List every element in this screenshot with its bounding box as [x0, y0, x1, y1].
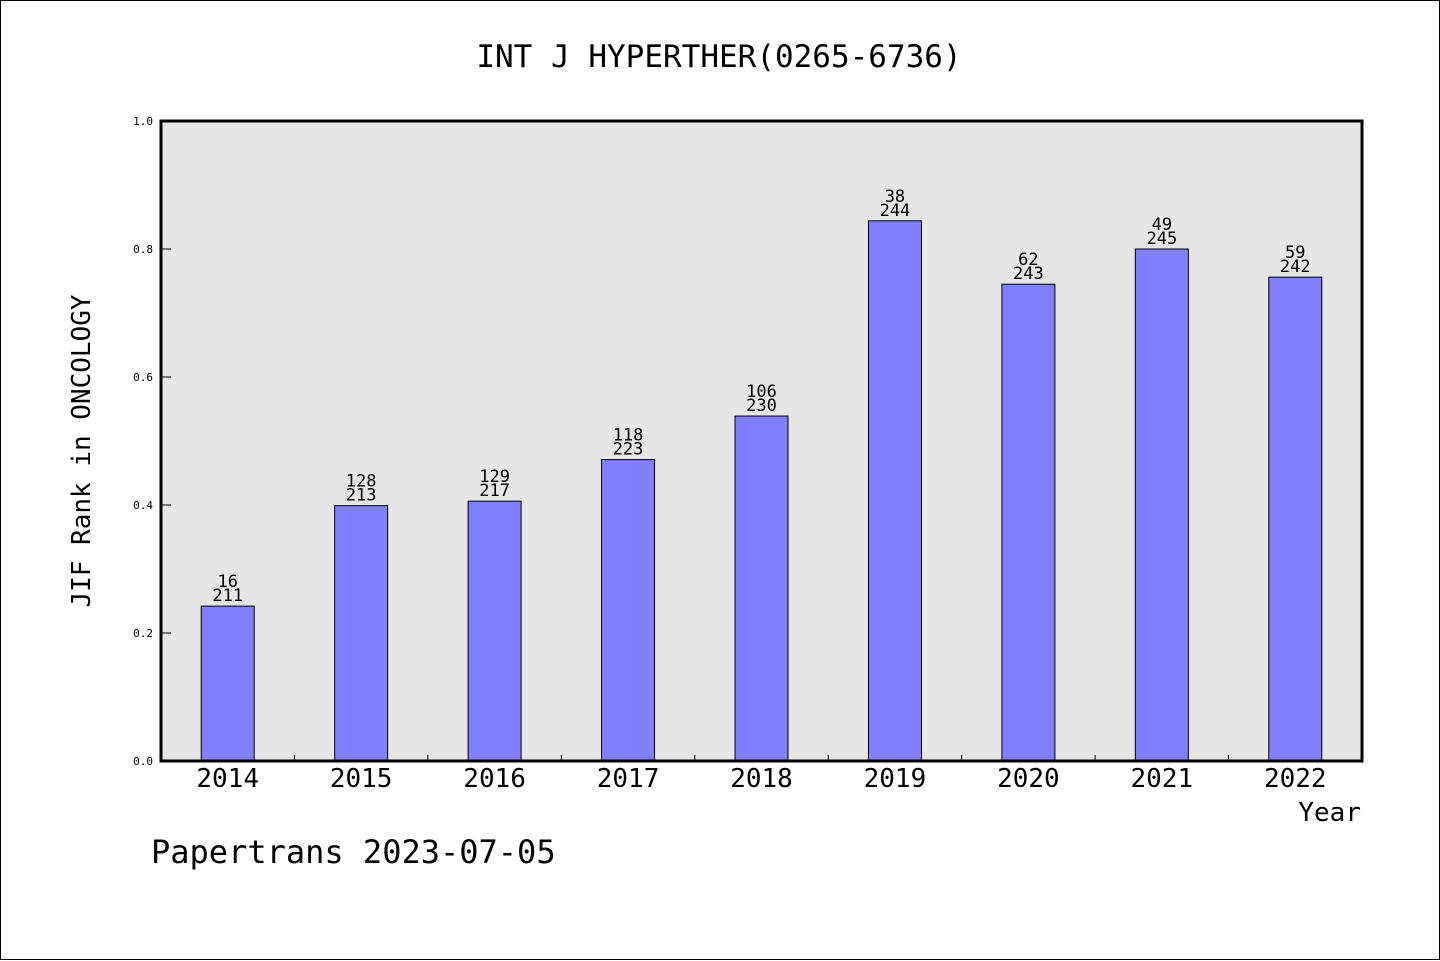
bar-2022 [1268, 276, 1323, 762]
y-tick-label-0.0: 0.0 [133, 755, 153, 768]
bar-label-rank-2018: 106 [746, 382, 777, 402]
bar-2019 [867, 220, 922, 762]
footer-text: Papertrans 2023-07-05 [151, 833, 556, 871]
bar-label-total-2014: 211 [212, 586, 243, 606]
x-tick-label-2020: 2020 [997, 764, 1060, 794]
bar-label-rank-2016: 129 [479, 467, 510, 487]
bar-label-total-2022: 242 [1280, 257, 1311, 277]
bar-label-rank-2014: 16 [217, 572, 237, 592]
bar-2020 [1001, 283, 1056, 762]
bar-label-rank-2021: 49 [1152, 215, 1172, 235]
bar-2021 [1134, 248, 1189, 762]
bar-2016 [467, 500, 522, 762]
bar-2014 [200, 605, 255, 762]
plot-border [159, 119, 1364, 763]
bar-2017 [601, 459, 656, 762]
bars-layer [200, 220, 1323, 762]
x-tick-label-2014: 2014 [196, 764, 259, 794]
bar-label-rank-2022: 59 [1285, 243, 1305, 263]
y-axis: 0.0 0.2 0.4 0.6 0.8 1.0 [133, 115, 171, 768]
x-tick-label-2022: 2022 [1264, 764, 1327, 794]
bar-label-total-2018: 230 [746, 396, 777, 416]
y-tick-label-0.4: 0.4 [133, 499, 153, 512]
x-axis-label: Year [1298, 798, 1361, 828]
y-axis-label: JIF Rank in ONCOLOGY [67, 294, 97, 607]
bar-label-rank-2015: 128 [346, 472, 377, 492]
x-tick-label-2017: 2017 [597, 764, 660, 794]
bar-label-rank-2019: 38 [885, 187, 905, 207]
bar-label-rank-2020: 62 [1018, 250, 1038, 270]
y-tick-label-1.0: 1.0 [133, 115, 153, 128]
y-tick-label-0.8: 0.8 [133, 243, 153, 256]
bar-2015 [334, 505, 389, 762]
bar-label-total-2020: 243 [1013, 264, 1044, 284]
bar-label-total-2017: 223 [613, 440, 644, 460]
bar-label-total-2021: 245 [1146, 229, 1177, 249]
bar-label-total-2015: 213 [346, 486, 377, 506]
x-tick-label-2018: 2018 [730, 764, 793, 794]
y-tick-label-0.6: 0.6 [133, 371, 153, 384]
x-tick-label-2021: 2021 [1131, 764, 1194, 794]
chart-title: INT J HYPERTHER(0265-6736) [476, 39, 961, 75]
x-tick-label-2015: 2015 [330, 764, 393, 794]
bar-label-rank-2017: 118 [613, 426, 644, 446]
x-axis: 2014 2015 2016 2017 2018 2019 2020 2021 2022 [196, 755, 1327, 794]
bar-label-total-2016: 217 [479, 481, 510, 501]
bar-2018 [734, 415, 789, 762]
x-tick-label-2019: 2019 [864, 764, 927, 794]
x-tick-label-2016: 2016 [463, 764, 526, 794]
bar-label-total-2019: 244 [880, 201, 911, 221]
y-tick-label-0.2: 0.2 [133, 627, 153, 640]
